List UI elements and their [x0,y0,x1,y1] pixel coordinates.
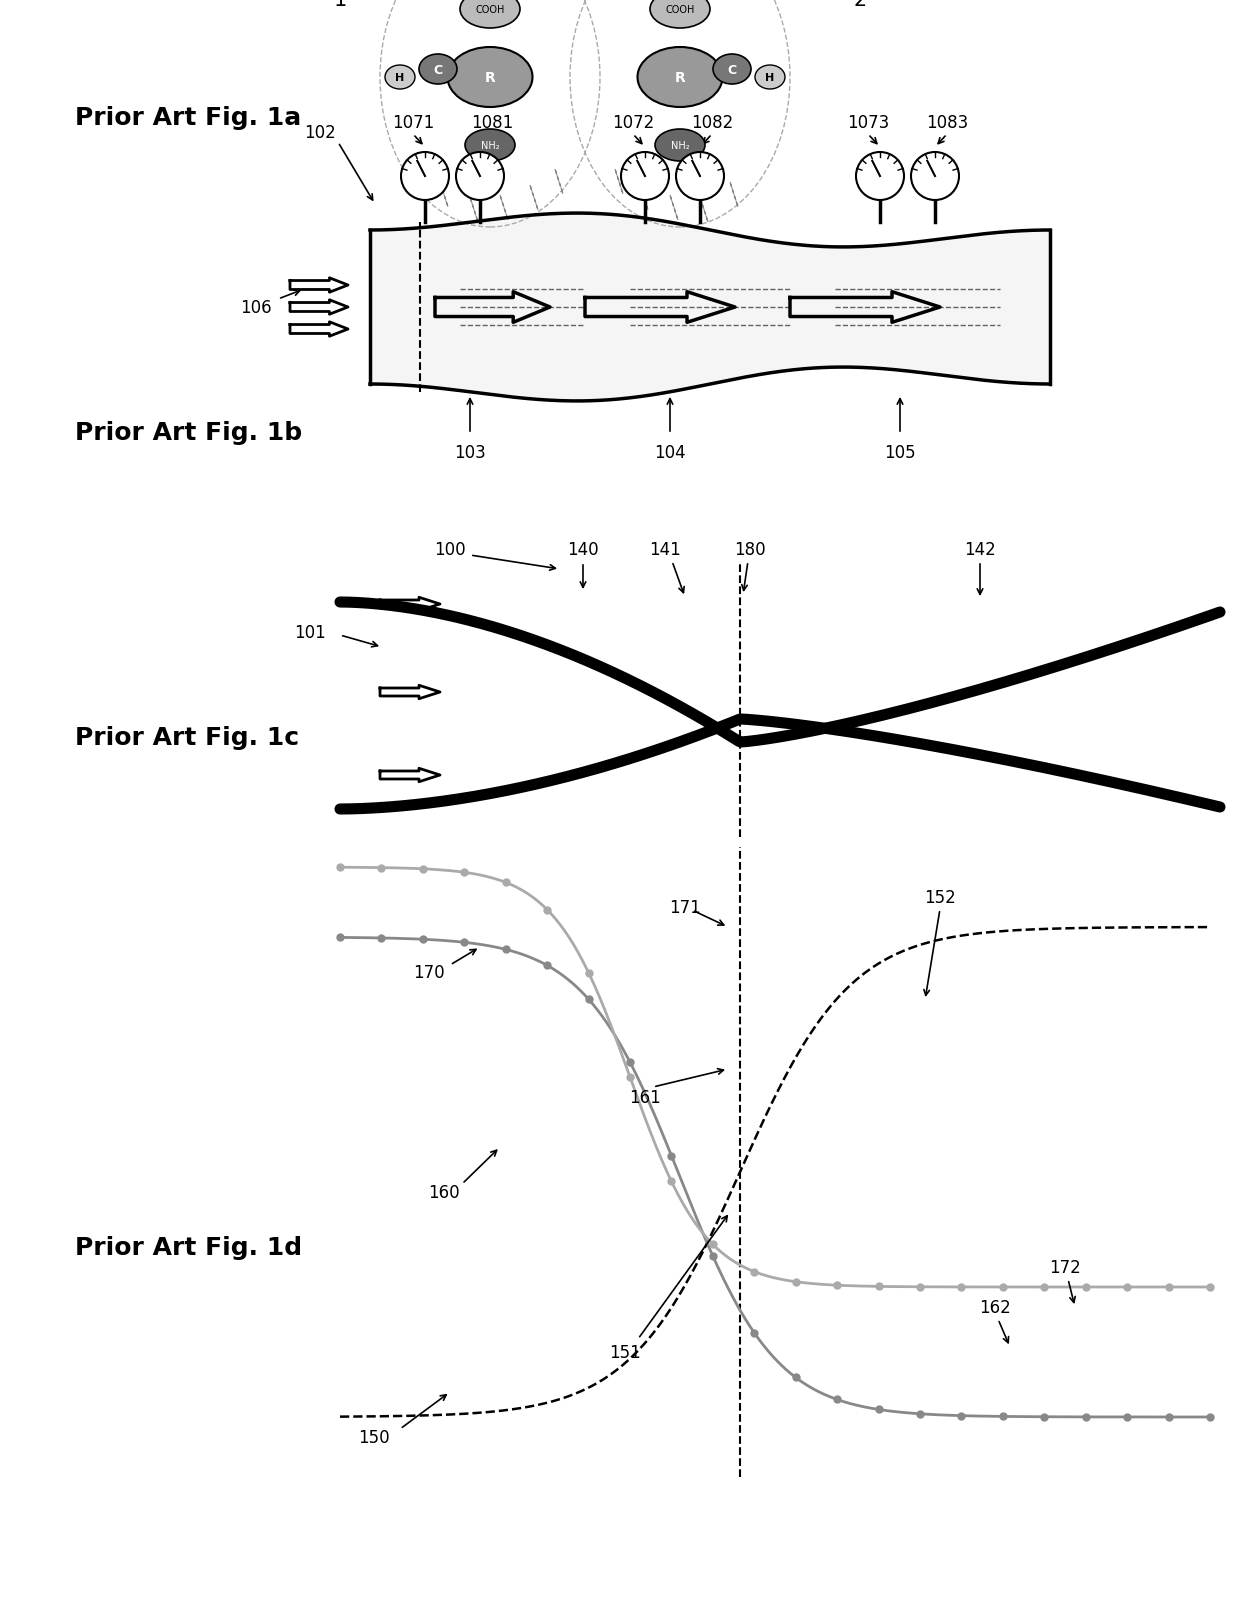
Text: 1: 1 [334,0,347,10]
Text: 180: 180 [734,540,766,559]
Text: NH₂: NH₂ [481,141,500,151]
Text: 2: 2 [853,0,867,10]
Ellipse shape [713,55,751,85]
Text: R: R [485,71,495,85]
Text: C: C [434,63,443,77]
Ellipse shape [655,130,706,162]
Text: COOH: COOH [666,5,694,14]
Ellipse shape [650,0,711,29]
Text: Prior Art Fig. 1c: Prior Art Fig. 1c [74,725,299,749]
Text: 105: 105 [884,444,916,461]
Text: Prior Art Fig. 1d: Prior Art Fig. 1d [74,1236,303,1260]
Text: 1073: 1073 [847,114,889,132]
Ellipse shape [460,0,520,29]
Text: 160: 160 [428,1183,460,1202]
Text: 106: 106 [241,299,272,317]
Text: R: R [675,71,686,85]
Text: 101: 101 [294,624,326,641]
Text: 151: 151 [609,1343,641,1361]
Circle shape [621,153,670,201]
Text: 1071: 1071 [392,114,434,132]
Text: 171: 171 [670,898,701,916]
Text: COOH: COOH [475,5,505,14]
Text: 140: 140 [567,540,599,559]
Ellipse shape [637,48,723,108]
Ellipse shape [465,130,515,162]
Text: 141: 141 [649,540,681,559]
Text: H: H [396,72,404,84]
Text: 142: 142 [965,540,996,559]
Text: NH₂: NH₂ [671,141,689,151]
Text: 172: 172 [1049,1258,1081,1276]
Text: Prior Art Fig. 1b: Prior Art Fig. 1b [74,421,303,445]
Text: 170: 170 [413,964,445,982]
Text: 1082: 1082 [691,114,733,132]
Text: 1072: 1072 [611,114,655,132]
Text: 150: 150 [358,1429,391,1446]
Text: C: C [728,63,737,77]
Ellipse shape [448,48,532,108]
Text: 1081: 1081 [471,114,513,132]
Circle shape [401,153,449,201]
Circle shape [856,153,904,201]
Text: 162: 162 [980,1298,1011,1316]
Text: 161: 161 [629,1088,661,1106]
Text: 100: 100 [434,540,466,559]
Text: 152: 152 [924,889,956,906]
Ellipse shape [384,66,415,90]
Text: H: H [765,72,775,84]
Circle shape [676,153,724,201]
Circle shape [456,153,503,201]
Ellipse shape [755,66,785,90]
Text: Prior Art Fig. 1a: Prior Art Fig. 1a [74,106,301,130]
Ellipse shape [419,55,458,85]
Text: 102: 102 [304,124,336,141]
Text: 1083: 1083 [926,114,968,132]
Text: 104: 104 [655,444,686,461]
Text: 103: 103 [454,444,486,461]
Circle shape [911,153,959,201]
